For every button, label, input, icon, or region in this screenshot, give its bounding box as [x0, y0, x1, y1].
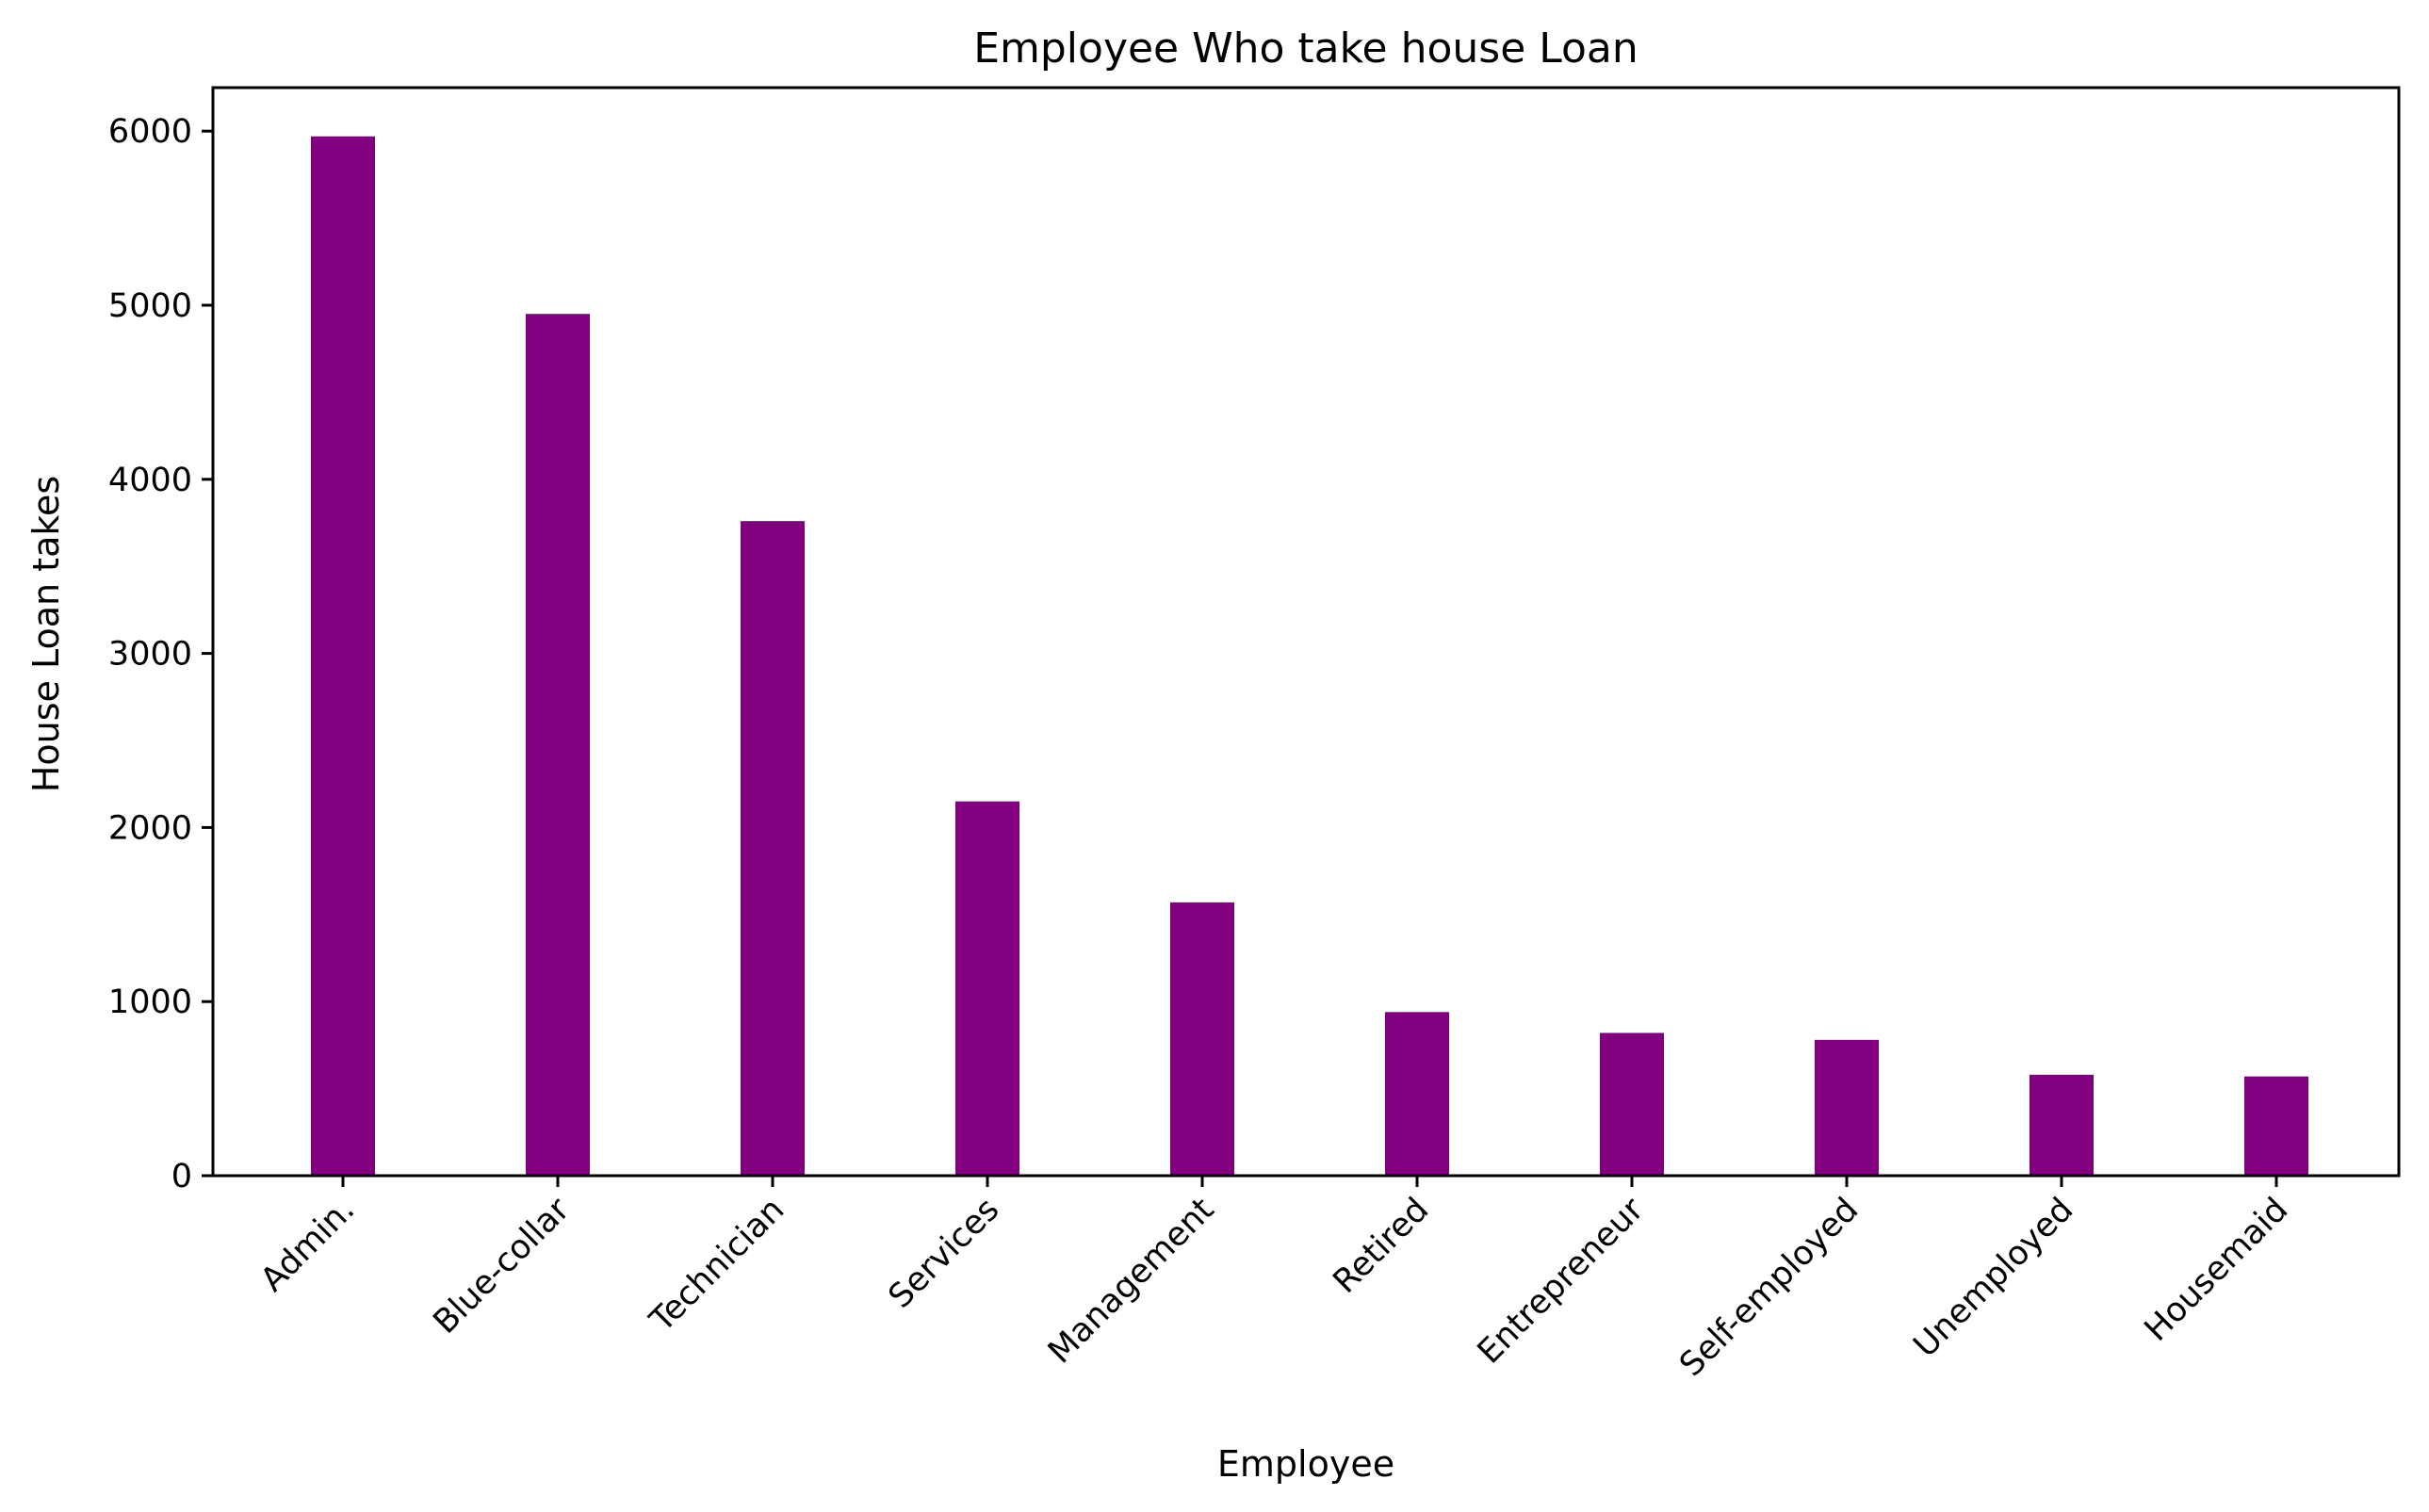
bar-housemaid [2244, 1077, 2308, 1176]
bar-self-employed [1815, 1040, 1879, 1176]
x-axis-ticks: Admin. Blue-collar Technician Services Manag… [253, 1176, 2295, 1384]
x-tick-label: Unemployed [1907, 1191, 2081, 1365]
x-tick-label: Housemaid [2138, 1191, 2296, 1349]
x-tick-label: Entrepreneur [1471, 1191, 1652, 1372]
x-tick-label: Retired [1327, 1191, 1437, 1301]
bar-management [1170, 902, 1234, 1176]
bar-unemployed [2030, 1075, 2094, 1176]
bar-services [955, 802, 1019, 1176]
y-tick-label: 3000 [108, 636, 192, 674]
bar-admin [311, 137, 375, 1176]
x-axis-label: Employee [1217, 1443, 1394, 1485]
bars-layer [311, 137, 2308, 1176]
bar-retired [1385, 1012, 1449, 1176]
chart-title: Employee Who take house Loan [973, 24, 1638, 73]
y-tick-label: 5000 [108, 287, 192, 325]
x-tick-label: Self-employed [1672, 1191, 1866, 1384]
y-tick-label: 4000 [108, 462, 192, 499]
bar-entrepreneur [1600, 1032, 1664, 1176]
bar-blue-collar [526, 314, 590, 1176]
bar-technician [741, 521, 805, 1176]
x-tick-label: Admin. [253, 1191, 362, 1299]
x-tick-label: Blue-collar [427, 1191, 578, 1341]
y-axis-ticks: 0 1000 2000 3000 4000 5000 6000 [108, 113, 213, 1195]
x-tick-label: Services [882, 1191, 1007, 1316]
y-axis-label: House Loan takes [25, 476, 67, 792]
y-tick-label: 1000 [108, 984, 192, 1021]
x-tick-label: Technician [643, 1191, 791, 1340]
y-tick-label: 6000 [108, 113, 192, 151]
y-tick-label: 0 [171, 1158, 192, 1195]
x-tick-label: Management [1041, 1191, 1221, 1371]
y-tick-label: 2000 [108, 809, 192, 847]
